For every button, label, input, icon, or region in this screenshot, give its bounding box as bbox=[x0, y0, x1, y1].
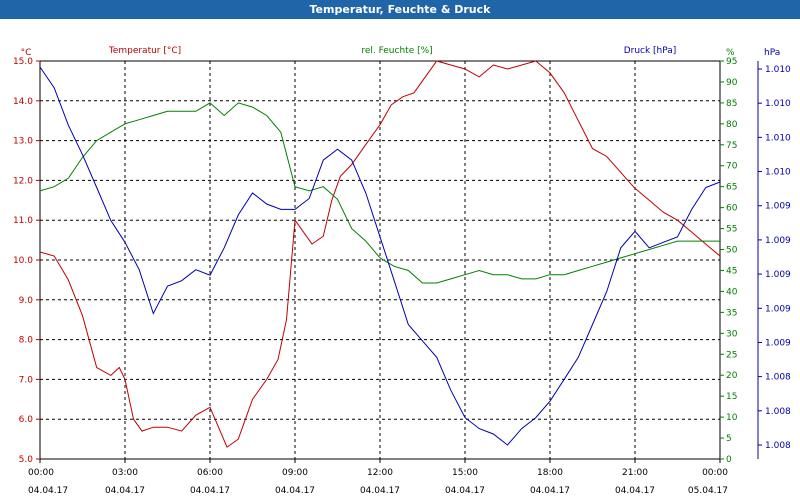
humidity-tick-label: 0 bbox=[726, 455, 732, 465]
legend-label: rel. Feuchte [%] bbox=[361, 46, 432, 56]
tick-labels: 00:00 04.04.17 03:00 04.04.17 06:00 04.04.17 0… bbox=[13, 48, 791, 496]
x-tick-date: 04.04.17 bbox=[445, 486, 485, 496]
humidity-tick-label: 35 bbox=[726, 308, 737, 318]
pressure-unit: hPa bbox=[764, 48, 780, 58]
x-tick-time: 00:00 bbox=[28, 468, 54, 478]
series-lines bbox=[39, 60, 721, 448]
humidity-tick-label: 80 bbox=[726, 120, 738, 130]
pressure-tick-label: 1.010 bbox=[765, 99, 791, 109]
axes bbox=[36, 60, 762, 463]
x-tick-date: 04.04.17 bbox=[105, 486, 145, 496]
pressure-tick-label: 1.009 bbox=[765, 270, 791, 280]
temperature-tick-label: 6.0 bbox=[19, 415, 34, 425]
temperature-tick-label: 7.0 bbox=[19, 375, 34, 385]
legend-label: Druck [hPa] bbox=[624, 46, 677, 56]
temperature-tick-label: 8.0 bbox=[19, 336, 34, 346]
x-tick-date: 04.04.17 bbox=[275, 486, 315, 496]
temperature-tick-label: 14.0 bbox=[13, 97, 33, 107]
humidity-tick-label: 5 bbox=[726, 434, 732, 444]
humidity-tick-label: 30 bbox=[726, 329, 738, 339]
humidity-tick-label: 70 bbox=[726, 162, 738, 172]
chart-title: Temperatur, Feuchte & Druck bbox=[0, 0, 800, 19]
chart-area: 00:00 04.04.17 03:00 04.04.17 06:00 04.04.17 0… bbox=[13, 46, 791, 496]
x-tick-date: 05.04.17 bbox=[688, 486, 728, 496]
x-tick-time: 06:00 bbox=[197, 468, 223, 478]
x-tick-date: 04.04.17 bbox=[190, 486, 230, 496]
temperature-tick-label: 12.0 bbox=[13, 176, 33, 186]
temperature-tick-label: 11.0 bbox=[13, 216, 33, 226]
temperature-tick-label: 15.0 bbox=[13, 57, 33, 67]
humidity-tick-label: 65 bbox=[726, 183, 737, 193]
humidity-tick-label: 60 bbox=[726, 204, 738, 214]
pressure-tick-label: 1.010 bbox=[765, 65, 791, 75]
humidity-tick-label: 95 bbox=[726, 57, 737, 67]
x-tick-time: 12:00 bbox=[367, 468, 393, 478]
humidity-tick-label: 20 bbox=[726, 371, 738, 381]
pressure-tick-label: 1.009 bbox=[765, 202, 791, 212]
humidity-tick-label: 10 bbox=[726, 413, 738, 423]
humidity-tick-label: 90 bbox=[726, 78, 738, 88]
temperature-tick-label: 9.0 bbox=[19, 296, 34, 306]
humidity-tick-label: 45 bbox=[726, 266, 737, 276]
x-tick-date: 04.04.17 bbox=[28, 486, 68, 496]
grid bbox=[40, 61, 720, 459]
temperature-line bbox=[39, 60, 721, 448]
x-tick-time: 18:00 bbox=[537, 468, 563, 478]
x-tick-time: 21:00 bbox=[622, 468, 648, 478]
x-tick-date: 04.04.17 bbox=[530, 486, 570, 496]
x-tick-time: 00:00 bbox=[702, 468, 728, 478]
humidity-tick-label: 85 bbox=[726, 99, 737, 109]
pressure-tick-label: 1.009 bbox=[765, 338, 791, 348]
temperature-unit: °C bbox=[21, 48, 32, 58]
legend-label: Temperatur [°C] bbox=[108, 46, 181, 56]
x-tick-time: 15:00 bbox=[452, 468, 478, 478]
humidity-tick-label: 55 bbox=[726, 225, 737, 235]
temperature-tick-label: 13.0 bbox=[13, 137, 33, 147]
humidity-unit: % bbox=[726, 48, 735, 58]
pressure-line bbox=[39, 66, 721, 446]
x-tick-time: 03:00 bbox=[112, 468, 138, 478]
pressure-tick-label: 1.009 bbox=[765, 236, 791, 246]
pressure-tick-label: 1.008 bbox=[765, 373, 791, 383]
temperature-tick-label: 5.0 bbox=[19, 455, 34, 465]
humidity-tick-label: 15 bbox=[726, 392, 737, 402]
humidity-line bbox=[39, 102, 720, 284]
pressure-tick-label: 1.010 bbox=[765, 133, 791, 143]
temperature-tick-label: 10.0 bbox=[13, 256, 33, 266]
humidity-tick-label: 75 bbox=[726, 141, 737, 151]
pressure-tick-label: 1.008 bbox=[765, 407, 791, 417]
humidity-tick-label: 40 bbox=[726, 287, 738, 297]
x-tick-date: 04.04.17 bbox=[615, 486, 655, 496]
humidity-tick-label: 50 bbox=[726, 246, 738, 256]
humidity-tick-label: 25 bbox=[726, 350, 737, 360]
legend: Temperatur [°C] rel. Feuchte [%] Druck [hP… bbox=[108, 46, 676, 56]
pressure-tick-label: 1.010 bbox=[765, 168, 791, 178]
x-tick-date: 04.04.17 bbox=[360, 486, 400, 496]
x-tick-time: 09:00 bbox=[282, 468, 308, 478]
pressure-tick-label: 1.008 bbox=[765, 441, 791, 451]
pressure-tick-label: 1.009 bbox=[765, 304, 791, 314]
